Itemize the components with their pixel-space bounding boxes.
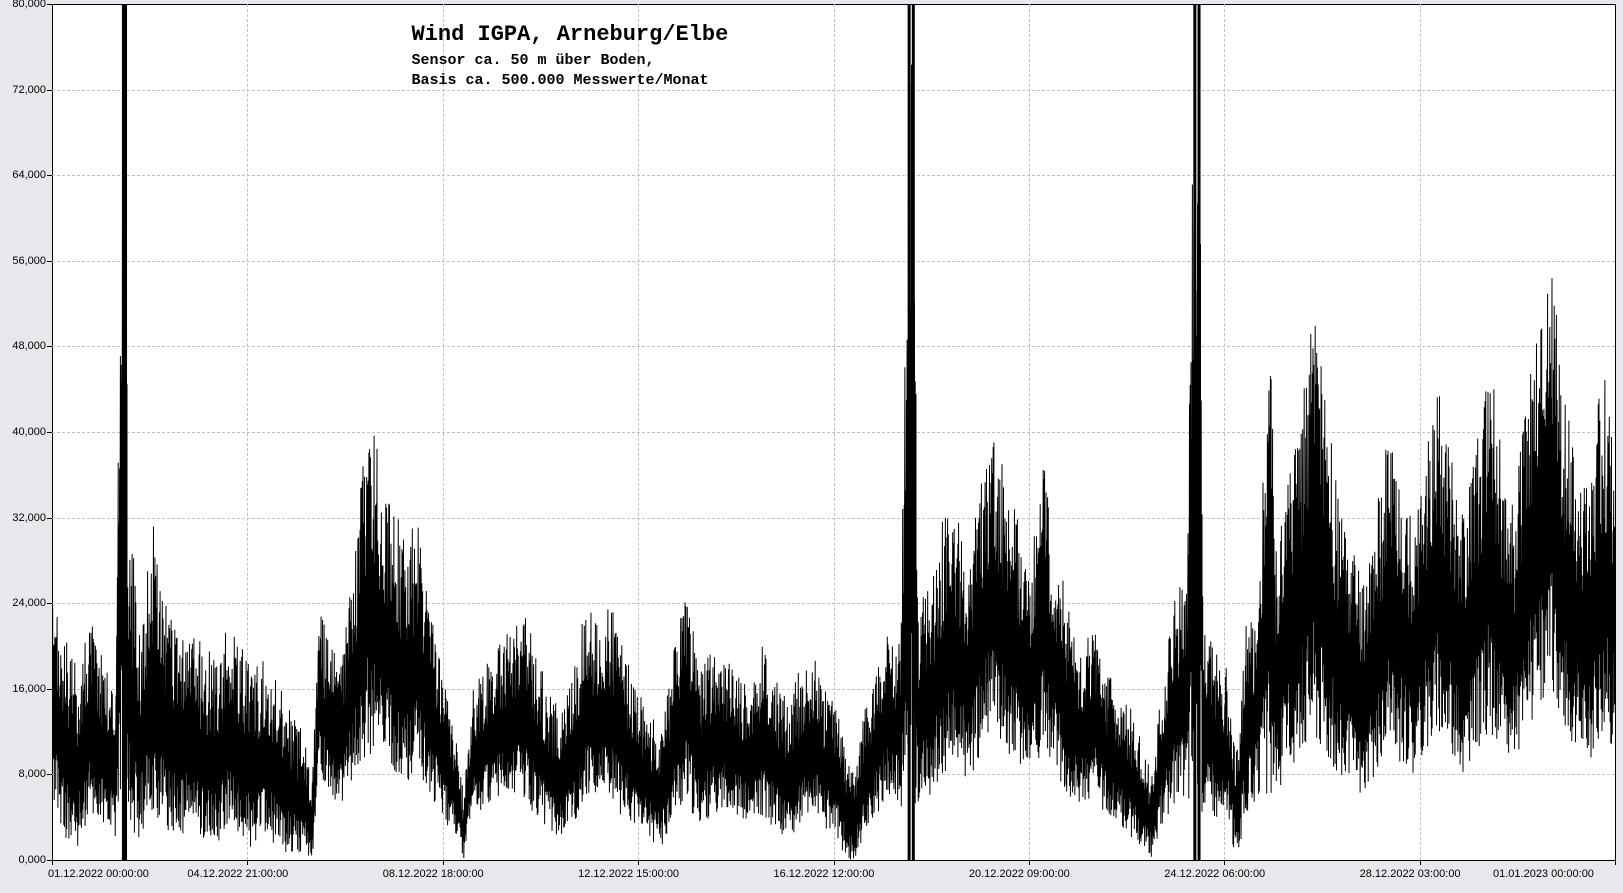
- chart-subtitle-line2: Basis ca. 500.000 Messwerte/Monat: [411, 72, 708, 89]
- wind-series: [52, 24, 1615, 860]
- chart-subtitle-line1: Sensor ca. 50 m über Boden,: [411, 52, 654, 69]
- chart-title: Wind IGPA, Arneburg/Elbe: [411, 22, 728, 47]
- series-layer: [0, 0, 1623, 893]
- chart-container: 0,0008,00016,00024,00032,00040,00048,000…: [0, 0, 1623, 893]
